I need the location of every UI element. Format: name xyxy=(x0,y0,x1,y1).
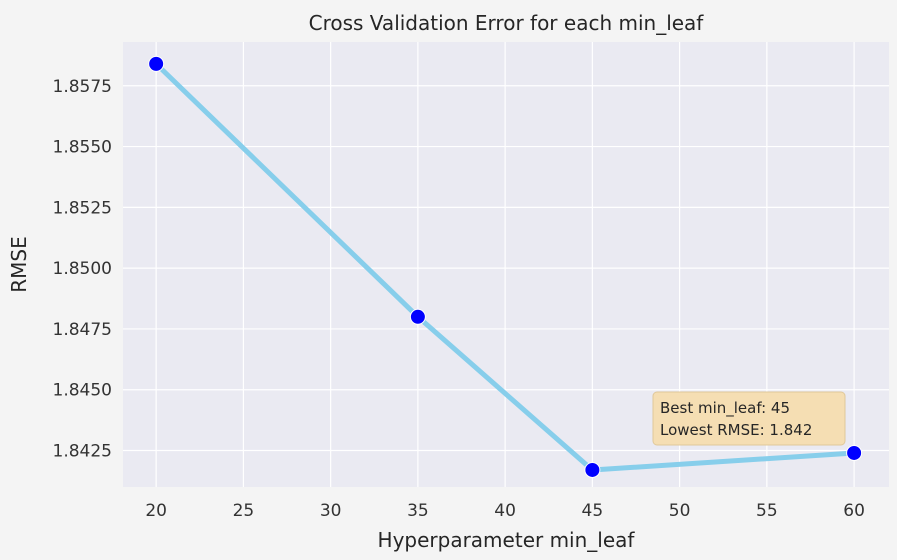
annotation-lowest-rmse: Lowest RMSE: 1.842 xyxy=(660,421,812,439)
data-point xyxy=(148,55,165,72)
data-point xyxy=(409,308,426,325)
y-tick-label: 1.8525 xyxy=(53,198,112,218)
x-tick-label: 40 xyxy=(494,501,516,521)
data-point xyxy=(584,461,601,478)
tick-labels: 20 25 30 35 40 45 50 55 60 1.8425 1.8450 1.8475 1.85… xyxy=(53,77,865,521)
annotation-box xyxy=(652,391,846,446)
x-tick-label: 30 xyxy=(320,501,342,521)
y-tick-label: 1.8475 xyxy=(53,320,112,340)
y-tick-label: 1.8425 xyxy=(53,442,112,462)
y-tick-label: 1.8575 xyxy=(53,77,112,97)
y-axis-label: RMSE xyxy=(7,236,31,292)
x-tick-label: 25 xyxy=(233,501,255,521)
x-tick-label: 45 xyxy=(582,501,604,521)
gridlines xyxy=(123,42,889,487)
x-tick-label: 50 xyxy=(669,501,691,521)
chart-title: Cross Validation Error for each min_leaf xyxy=(309,11,705,35)
best-annotation: Best min_leaf: 45 Lowest RMSE: 1.842 xyxy=(652,391,846,446)
x-tick-label: 20 xyxy=(145,501,167,521)
annotation-best-min-leaf: Best min_leaf: 45 xyxy=(660,399,790,418)
data-series xyxy=(148,55,863,478)
y-tick-label: 1.8550 xyxy=(53,138,112,158)
y-tick-label: 1.8500 xyxy=(53,259,112,279)
rmse-line xyxy=(153,61,857,473)
y-tick-label: 1.8450 xyxy=(53,381,112,401)
x-tick-label: 55 xyxy=(756,501,778,521)
x-tick-label: 60 xyxy=(843,501,865,521)
x-tick-label: 35 xyxy=(407,501,429,521)
x-axis-label: Hyperparameter min_leaf xyxy=(378,528,636,552)
data-point xyxy=(846,444,863,461)
